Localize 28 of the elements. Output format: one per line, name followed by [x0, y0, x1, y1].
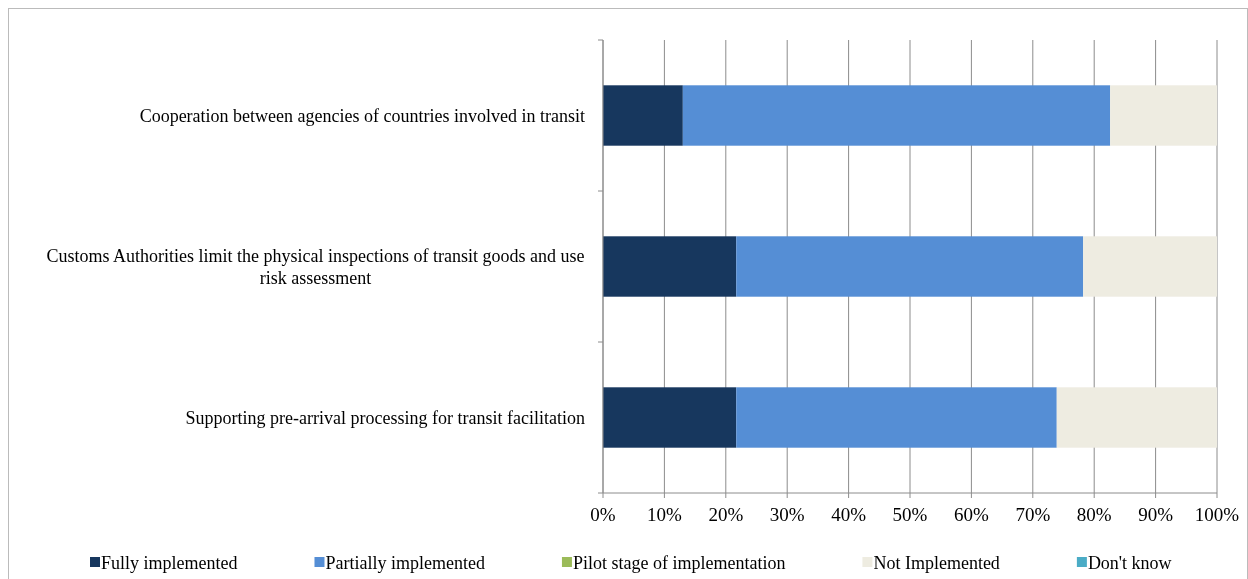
legend-label: Pilot stage of implementation [572, 553, 786, 573]
legend-label: Don't know [1087, 553, 1172, 573]
y-tick-label: Supporting pre-arrival processing for transit facilitation [185, 407, 585, 428]
x-tick-label: 20% [708, 504, 744, 525]
x-tick-label: 60% [953, 504, 989, 525]
bar [682, 85, 1111, 146]
bar [1110, 85, 1217, 146]
bar [603, 236, 737, 297]
bar [736, 236, 1084, 297]
bar [1083, 236, 1217, 297]
x-tick-label: 0% [590, 504, 616, 525]
bar [736, 387, 1057, 448]
x-tick-label: 100% [1194, 504, 1240, 525]
bar [603, 85, 683, 146]
x-tick-label: 70% [1015, 504, 1051, 525]
x-tick-label: 80% [1076, 504, 1112, 525]
bar [603, 387, 737, 448]
legend-label: Not Implemented [873, 553, 1000, 573]
legend-label: Partially implemented [325, 553, 485, 573]
bar [1056, 387, 1217, 448]
x-tick-label: 90% [1138, 504, 1174, 525]
x-tick-label: 10% [646, 504, 682, 525]
y-tick-label: Cooperation between agencies of countries involved in transit [139, 105, 585, 126]
legend-label: Fully implemented [101, 553, 238, 573]
x-tick-label: 40% [831, 504, 867, 525]
y-tick-label: Customs Authorities limit the physical inspections of transit goods and use risk assessment [46, 245, 585, 288]
x-tick-label: 50% [892, 504, 928, 525]
x-tick-label: 30% [769, 504, 805, 525]
